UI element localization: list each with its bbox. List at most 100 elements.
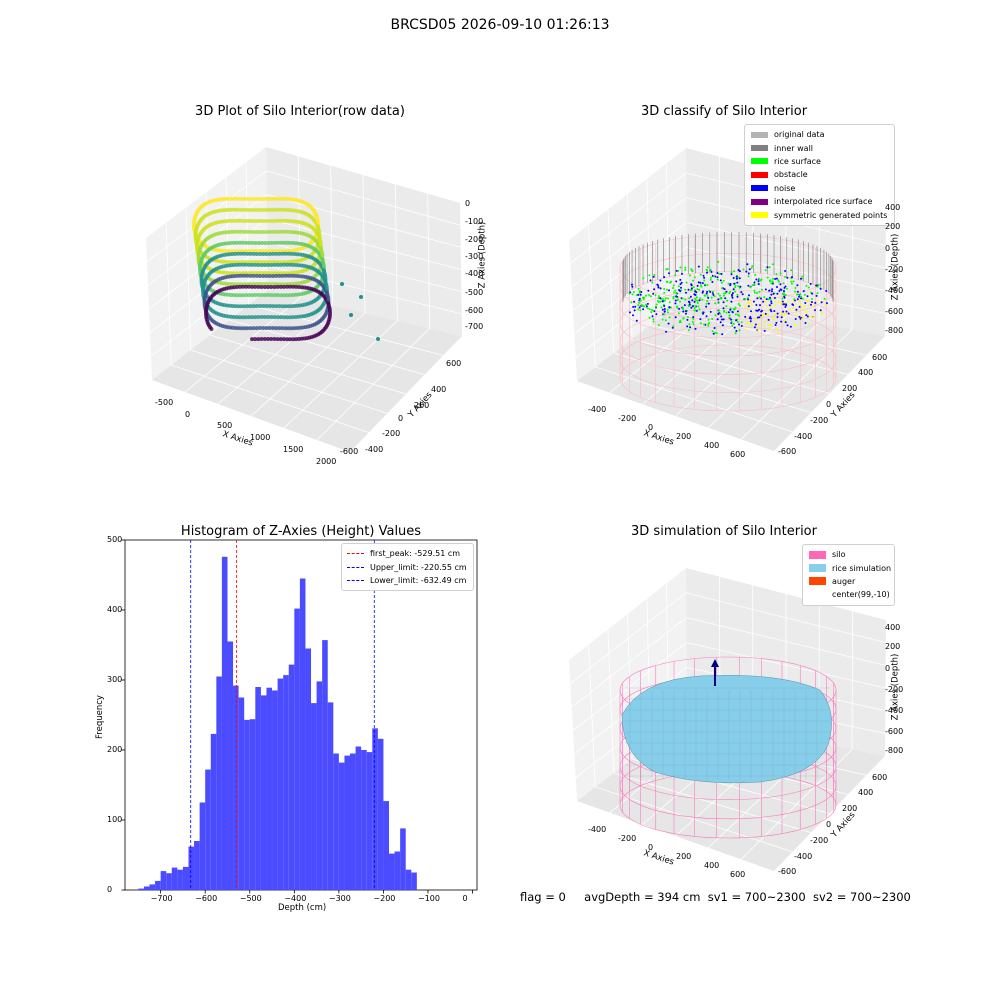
histogram-bar: [272, 690, 278, 890]
raw-ztick: -700: [465, 322, 484, 331]
legend-label: rice surface: [774, 156, 821, 166]
histogram-bar: [355, 746, 362, 890]
histogram-bar: [205, 769, 211, 890]
histogram-bar: [216, 676, 222, 890]
legend-label: obstacle: [774, 170, 808, 180]
histogram-bar: [405, 869, 412, 890]
histogram-bar: [277, 678, 284, 890]
sv2-text: sv2 = 700~2300: [812, 890, 911, 904]
sim-ztick: -400: [885, 706, 904, 715]
avg-depth-text: avgDepth = 394 cm: [584, 890, 701, 904]
flag-text: flag = 0: [520, 890, 566, 904]
histogram-bar: [166, 873, 172, 890]
histogram-bar: [333, 753, 339, 890]
raw-ztick: -500: [465, 288, 484, 297]
simulation-panel-title: 3D simulation of Silo Interior: [631, 524, 817, 539]
histogram-bar: [394, 851, 401, 890]
sim-ztick: -800: [885, 746, 904, 755]
classify-left-pane: [569, 148, 687, 381]
legend-label: symmetric generated points: [774, 210, 888, 220]
classify-ztick: -200: [885, 265, 904, 274]
legend-entry: symmetric generated points: [751, 208, 888, 221]
legend-entry: rice surface: [751, 155, 888, 168]
legend-entry: noise: [751, 182, 888, 195]
histogram-bar: [316, 681, 323, 890]
histogram-bar: [383, 801, 389, 890]
classify-ytick: -400: [794, 432, 813, 441]
raw-xtick: 0: [185, 410, 191, 419]
histogram-title: Histogram of Z-Axies (Height) Values: [180, 524, 422, 539]
raw-ytick: 200: [414, 401, 430, 410]
sim-ytick: 0: [826, 820, 832, 829]
histogram-bar: [221, 556, 228, 890]
histogram-bar: [372, 728, 378, 890]
histogram-bar: [138, 888, 144, 890]
histogram-xtick-label: 0: [462, 894, 468, 903]
legend-swatch: [809, 564, 826, 573]
classify-ztick: 0: [885, 244, 891, 253]
classify-ztick: -400: [885, 286, 904, 295]
histogram-xtick-label: −700: [150, 894, 173, 903]
legend-label: first_peak: -529.51 cm: [370, 549, 461, 559]
legend-label: noise: [774, 183, 796, 193]
raw-3d-plot: [146, 147, 462, 452]
sim-left-pane: [569, 568, 687, 801]
histogram-bar: [338, 762, 345, 890]
classify-ztick: 200: [885, 222, 901, 231]
classify-panel-title: 3D classify of Silo Interior: [640, 104, 808, 119]
histogram-ytick-label: 400: [107, 605, 123, 614]
histogram-bar: [283, 675, 289, 890]
histogram-bar: [155, 880, 161, 890]
histogram-bar: [188, 846, 195, 890]
raw-ytick: 600: [446, 359, 462, 368]
classify-zlabel: Z Axies (Depth): [890, 233, 901, 301]
status-footer: flag = 0 avgDepth = 394 cm sv1 = 700~230…: [520, 890, 911, 904]
raw-ytick: -200: [382, 429, 401, 438]
raw-xtick: -500: [155, 398, 174, 407]
histogram-xtick-label: −600: [195, 894, 218, 903]
legend-swatch: [751, 198, 768, 205]
sim-ytick: 200: [842, 804, 858, 813]
raw-ztick: -400: [465, 269, 484, 278]
legend-swatch: [751, 171, 768, 178]
histogram-bar: [194, 841, 200, 890]
histogram-bar: [149, 884, 156, 890]
sim-ytick: 400: [858, 788, 874, 797]
histogram-bar: [160, 871, 167, 890]
legend-swatch: [751, 212, 768, 219]
raw-ytick: 0: [398, 414, 404, 423]
histogram-bar: [182, 866, 189, 890]
raw-ztick: 0: [465, 199, 471, 208]
legend-swatch: [751, 131, 768, 138]
sim-xtick: -400: [588, 825, 607, 834]
legend-label: Upper_limit: -220.55 cm: [370, 562, 467, 572]
legend-label: interpolated rice surface: [774, 197, 873, 207]
legend-line-swatch: [347, 579, 364, 581]
classify-xtick: -400: [588, 405, 607, 414]
sim-ytick: -400: [794, 852, 813, 861]
raw-ztick: -300: [465, 252, 484, 261]
histogram-bar: [238, 697, 245, 890]
raw-xtick: 500: [217, 421, 233, 430]
sim-rice-mesh: [625, 687, 830, 780]
sim-xtick: 600: [730, 870, 746, 879]
histogram-bar: [255, 687, 261, 890]
classify-ytick: 0: [826, 400, 832, 409]
classify-xtick: 400: [704, 441, 720, 450]
sim-ytick: -200: [810, 836, 829, 845]
legend-label: Lower_limit: -632.49 cm: [370, 575, 467, 585]
sv1-text: sv1 = 700~2300: [707, 890, 806, 904]
legend-entry: auger: [809, 575, 888, 588]
histogram-xtick-label: −500: [239, 894, 262, 903]
legend-swatch: [809, 577, 826, 586]
histogram-bar: [171, 867, 178, 890]
sim-ztick: -200: [885, 685, 904, 694]
classify-ztick: -800: [885, 326, 904, 335]
raw-ytick: 400: [431, 385, 447, 394]
histogram-bar: [143, 886, 150, 890]
classify-xtick: -200: [618, 414, 637, 423]
legend-entry: obstacle: [751, 168, 888, 181]
sim-ztick: 0: [885, 664, 891, 673]
histogram-bar: [411, 872, 417, 890]
sim-ztick: 400: [885, 623, 901, 632]
